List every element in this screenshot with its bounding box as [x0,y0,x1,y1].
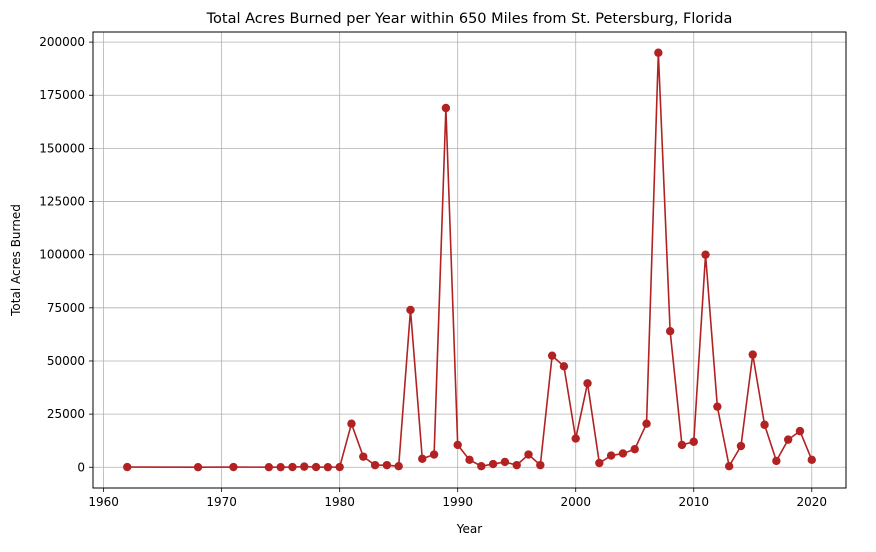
data-point [406,305,415,315]
data-point [264,462,274,472]
data-point [595,458,604,468]
data-point [229,462,238,472]
data-point [123,462,132,472]
ticks: 1960 1970 1980 1990 2000 2010 2020 0 25000 50000 7… [39,35,827,509]
data-point [288,462,297,472]
data-point [512,460,521,470]
x-tick-label: 2020 [796,495,827,509]
data-point [748,350,757,359]
y-tick-label: 50000 [47,354,85,368]
data-point [677,440,687,450]
series-layer [123,48,816,472]
y-tick-label: 25000 [47,407,85,421]
data-point [689,437,698,446]
data-point [500,457,510,467]
chart-title: Total Acres Burned per Year within 650 M… [206,11,733,27]
data-point [418,454,427,463]
data-point [453,440,462,450]
data-point [795,426,805,436]
data-point [807,455,816,465]
data-point [429,450,439,459]
data-point [547,351,557,360]
data-point [701,250,710,259]
plot-frame [92,31,847,489]
data-point [724,462,734,471]
y-axis-label: Total Acres Burned [9,204,23,317]
data-point [441,103,451,113]
data-point [300,462,309,471]
data-point [465,455,474,465]
data-point [654,48,663,57]
x-tick-label: 1980 [324,495,355,509]
y-tick-label: 100000 [39,248,85,262]
y-tick-label: 75000 [47,301,85,315]
data-point [760,420,769,429]
data-point [772,456,781,466]
data-point [524,450,533,459]
data-point [323,462,333,472]
data-point [642,419,651,428]
data-point [193,462,203,472]
data-point [606,451,616,460]
data-point [370,460,380,470]
data-point [347,419,356,428]
x-tick-label: 1970 [206,495,237,509]
data-point [571,434,580,443]
data-point [477,462,486,471]
data-point [559,362,569,371]
y-tick-label: 125000 [39,195,85,209]
data-point [359,452,368,461]
y-tick-label: 175000 [39,88,85,102]
data-point [713,402,722,411]
data-point [783,435,793,444]
data-point [736,441,746,451]
grid [93,32,846,488]
y-tick-label: 0 [77,460,85,474]
x-axis-label: Year [456,522,482,536]
x-tick-label: 2010 [678,495,709,509]
data-point [382,460,392,470]
x-tick-label: 2000 [560,495,591,509]
data-point [630,445,639,454]
y-tick-label: 150000 [39,141,85,155]
data-point [276,462,285,472]
data-point [618,449,628,458]
x-tick-label: 1990 [442,495,473,509]
data-point [536,460,545,470]
data-point [665,327,675,336]
y-tick-label: 200000 [39,35,85,49]
data-point [583,379,592,388]
data-point [335,462,344,472]
data-point [311,462,321,472]
x-tick-label: 1960 [88,495,119,509]
data-point [394,462,403,471]
data-point [488,459,498,469]
